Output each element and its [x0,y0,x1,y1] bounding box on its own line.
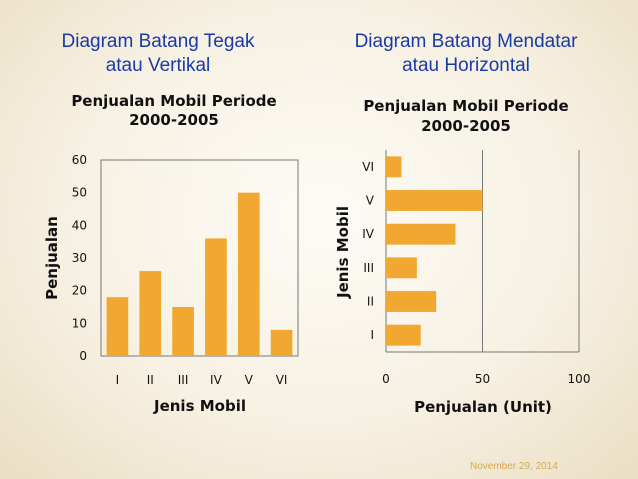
v-x-tick-label: IV [210,373,223,387]
v-bar-VI [270,329,293,356]
left-heading-line-1: Diagram Batang Tegak [61,31,255,52]
v-chart-title-line-1: Penjualan Mobil Periode [71,92,276,110]
h-y-tick-label: I [370,328,374,342]
v-y-axis-label: Penjualan [43,216,61,300]
h-bar-III [386,257,417,279]
left-heading: Diagram Batang Tegak atau Vertikal [22,30,294,78]
v-chart-title-line-2: 2000-2005 [129,111,219,129]
v-y-tick-label: 0 [79,349,87,363]
v-bar-V [237,192,260,356]
h-bar-VI [386,156,402,178]
right-heading: Diagram Batang Mendatar atau Horizontal [316,30,616,78]
v-bar-IV [205,238,227,356]
v-bar-III [172,307,194,356]
v-y-tick-label: 40 [72,218,87,232]
h-bar-II [386,291,437,312]
v-x-tick-label: II [147,373,154,387]
h-bar-I [386,324,421,346]
v-plot-frame [100,159,299,357]
h-x-tick-label: 100 [568,372,591,386]
h-y-tick-label: IV [362,227,375,241]
v-x-tick-label: VI [276,373,288,387]
h-y-tick-label: II [367,295,374,309]
v-y-tick-label: 60 [72,153,87,167]
v-x-axis-label: Jenis Mobil [153,397,246,415]
v-y-tick-label: 20 [72,284,87,298]
h-bar-V [386,190,483,211]
h-y-tick-label: V [366,194,375,208]
v-x-tick-label: III [178,373,189,387]
v-bar-II [139,271,162,356]
right-heading-line-2: atau Horizontal [402,55,530,76]
h-x-tick-label: 50 [475,372,490,386]
v-y-tick-label: 10 [72,316,87,330]
h-chart-title-line-2: 2000-2005 [421,117,511,135]
left-heading-line-2: atau Vertikal [105,55,211,76]
v-bar-I [106,297,129,356]
h-x-axis-label: Penjualan (Unit) [414,398,552,416]
v-x-tick-label: I [116,373,120,387]
v-x-tick-label: V [245,373,254,387]
h-y-axis-label: Jenis Mobil [334,206,352,299]
right-heading-line-1: Diagram Batang Mendatar [354,31,578,52]
v-y-tick-label: 50 [72,186,87,200]
h-bar-IV [386,223,456,245]
h-y-tick-label: VI [362,160,374,174]
h-chart-title-line-1: Penjualan Mobil Periode [363,97,568,115]
h-y-tick-label: III [363,261,374,275]
v-y-tick-label: 30 [72,251,87,265]
footer-date: November 29, 2014 [470,461,558,472]
h-x-tick-label: 0 [382,372,390,386]
